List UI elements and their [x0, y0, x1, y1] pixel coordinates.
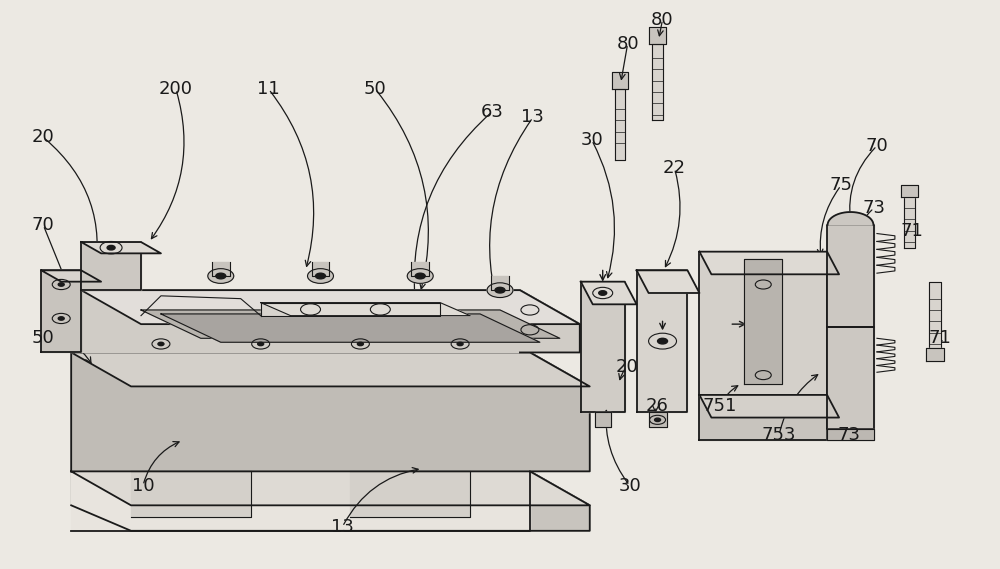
- Polygon shape: [699, 251, 827, 395]
- Circle shape: [457, 343, 463, 345]
- Circle shape: [658, 339, 668, 344]
- Text: 11: 11: [257, 80, 280, 98]
- Text: 20: 20: [32, 128, 55, 146]
- Text: 63: 63: [481, 103, 503, 121]
- Polygon shape: [71, 471, 530, 531]
- Text: 30: 30: [618, 476, 641, 494]
- Circle shape: [316, 273, 325, 279]
- Polygon shape: [901, 185, 918, 197]
- Text: 71: 71: [928, 329, 951, 347]
- Text: 753: 753: [762, 426, 796, 444]
- Polygon shape: [827, 429, 874, 440]
- Polygon shape: [649, 412, 667, 427]
- Circle shape: [58, 317, 64, 320]
- Polygon shape: [81, 290, 580, 352]
- Circle shape: [107, 245, 115, 250]
- Polygon shape: [81, 290, 580, 324]
- Text: 71: 71: [900, 222, 923, 240]
- Text: 13: 13: [521, 109, 544, 126]
- Polygon shape: [412, 262, 428, 276]
- Polygon shape: [313, 262, 328, 276]
- Polygon shape: [595, 412, 611, 427]
- Polygon shape: [699, 395, 827, 440]
- Polygon shape: [649, 27, 666, 44]
- Polygon shape: [261, 303, 440, 316]
- Circle shape: [158, 343, 164, 345]
- Polygon shape: [71, 471, 590, 531]
- Circle shape: [58, 283, 64, 286]
- Polygon shape: [41, 270, 81, 352]
- Polygon shape: [744, 259, 782, 384]
- Circle shape: [258, 343, 264, 345]
- Polygon shape: [581, 282, 625, 412]
- Polygon shape: [131, 471, 251, 517]
- Circle shape: [407, 269, 433, 283]
- Polygon shape: [71, 352, 590, 386]
- Text: 73: 73: [862, 199, 885, 217]
- Circle shape: [655, 418, 661, 422]
- Polygon shape: [71, 471, 590, 505]
- Polygon shape: [929, 282, 941, 349]
- Text: 70: 70: [866, 137, 888, 155]
- Circle shape: [599, 291, 607, 295]
- Polygon shape: [81, 242, 141, 290]
- Text: 50: 50: [32, 329, 55, 347]
- Text: 751: 751: [702, 397, 737, 415]
- Polygon shape: [637, 270, 687, 412]
- Polygon shape: [615, 89, 625, 160]
- Polygon shape: [904, 189, 915, 248]
- Polygon shape: [827, 327, 874, 429]
- Circle shape: [495, 287, 505, 293]
- Text: 26: 26: [645, 397, 668, 415]
- Text: 50: 50: [364, 80, 387, 98]
- Polygon shape: [827, 225, 874, 327]
- Circle shape: [216, 273, 226, 279]
- Text: 73: 73: [838, 426, 861, 444]
- Polygon shape: [637, 270, 699, 293]
- Text: 30: 30: [580, 131, 603, 149]
- Polygon shape: [71, 352, 590, 471]
- Circle shape: [415, 273, 425, 279]
- Text: 70: 70: [32, 216, 55, 234]
- Text: 80: 80: [616, 35, 639, 53]
- Text: 75: 75: [830, 176, 853, 195]
- Text: 10: 10: [132, 476, 154, 494]
- Polygon shape: [652, 44, 663, 120]
- Polygon shape: [492, 276, 508, 290]
- Polygon shape: [213, 262, 229, 276]
- Circle shape: [357, 343, 363, 345]
- Text: 80: 80: [651, 10, 674, 28]
- Polygon shape: [261, 303, 470, 316]
- Text: 13: 13: [331, 518, 354, 536]
- Text: 22: 22: [663, 159, 686, 178]
- Polygon shape: [699, 251, 839, 274]
- Polygon shape: [581, 282, 637, 304]
- Polygon shape: [350, 471, 470, 517]
- Polygon shape: [612, 72, 628, 89]
- Polygon shape: [827, 212, 874, 225]
- Circle shape: [487, 283, 513, 298]
- Circle shape: [308, 269, 333, 283]
- Text: 200: 200: [159, 80, 193, 98]
- Text: 20: 20: [615, 357, 638, 376]
- Polygon shape: [141, 310, 560, 339]
- Polygon shape: [81, 242, 161, 253]
- Polygon shape: [699, 395, 839, 418]
- Polygon shape: [41, 270, 101, 282]
- Circle shape: [208, 269, 234, 283]
- Polygon shape: [926, 348, 944, 361]
- Polygon shape: [161, 314, 540, 343]
